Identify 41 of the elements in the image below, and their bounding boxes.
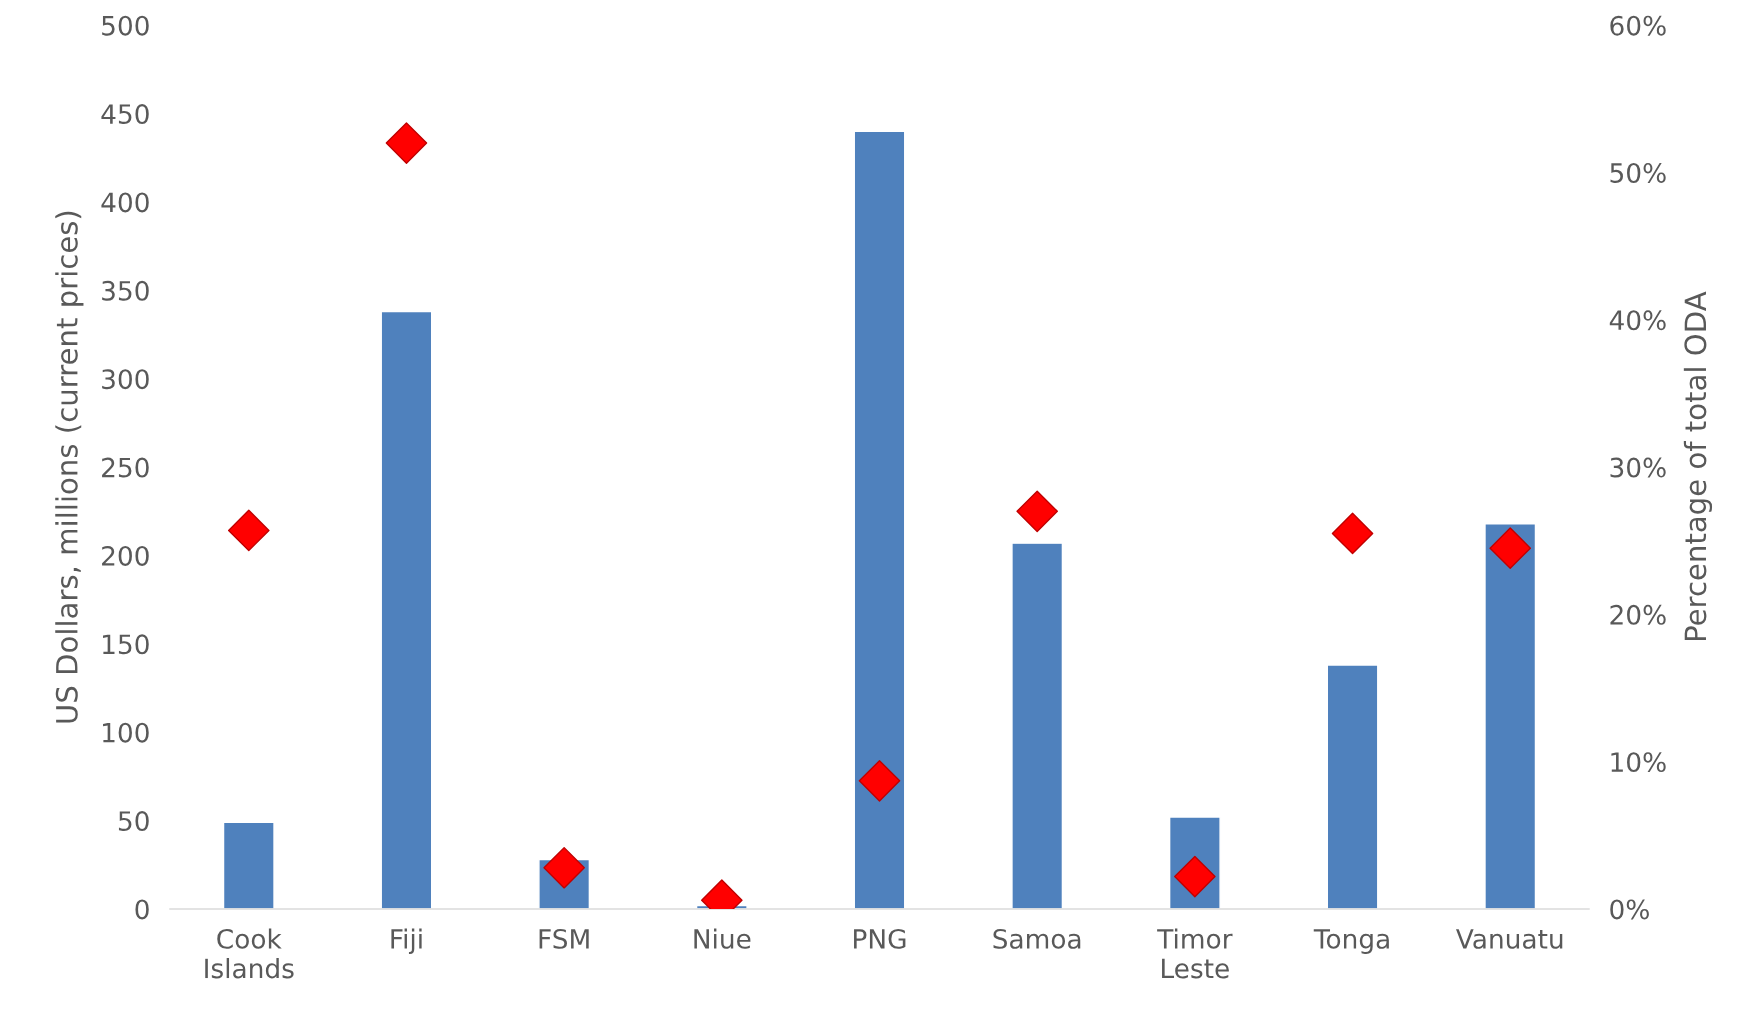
y2-tick-label: 0% [1610, 899, 1649, 920]
x-tick-label: Niue [694, 928, 751, 949]
y-axis-title: US Dollars, millions (current prices) [55, 211, 84, 723]
point [385, 122, 428, 164]
point [1489, 527, 1532, 569]
y-tick-label: 0 [135, 899, 149, 920]
y2-tick-label: 50% [1610, 162, 1666, 183]
bar [1484, 522, 1537, 909]
y-tick-label: 450 [101, 104, 149, 125]
y-tick-label: 200 [102, 545, 149, 566]
y2-tick-label: 40% [1609, 310, 1666, 331]
point [227, 509, 270, 552]
y-tick-label: 400 [101, 192, 149, 213]
y2-axis-title: Percentage of total ODA [1683, 291, 1713, 641]
bar [1011, 542, 1064, 909]
bar [380, 310, 433, 909]
point [1331, 512, 1374, 555]
y2-tick-label: 60% [1610, 15, 1666, 36]
point [1016, 490, 1059, 533]
y-tick-label: 100 [103, 722, 149, 743]
x-tick-label: Timor Leste [1157, 928, 1233, 979]
y-tick-label: 50 [118, 811, 149, 832]
y2-tick-label: 20% [1610, 604, 1666, 625]
y2-tick-label: 30% [1610, 457, 1666, 478]
x-tick-label: PNG [854, 928, 906, 949]
point [858, 760, 901, 802]
x-tick-label: Vanuatu [1456, 929, 1563, 949]
bar [853, 130, 906, 909]
y-tick-label: 150 [103, 634, 149, 655]
y-tick-label: 500 [102, 15, 149, 36]
x-tick-label: Tonga [1313, 929, 1389, 954]
y-tick-label: 300 [102, 369, 149, 390]
bar [1326, 664, 1379, 909]
x-tick-label: Fiji [391, 928, 422, 954]
y-tick-label: 250 [102, 457, 149, 478]
x-tick-label: Cook Islands [205, 928, 294, 979]
x-tick-label: Samoa [993, 928, 1081, 949]
bar [222, 821, 275, 909]
x-tick-label: FSM [539, 928, 589, 949]
y-tick-label: 350 [102, 280, 149, 301]
y2-tick-label: 10% [1611, 752, 1666, 773]
